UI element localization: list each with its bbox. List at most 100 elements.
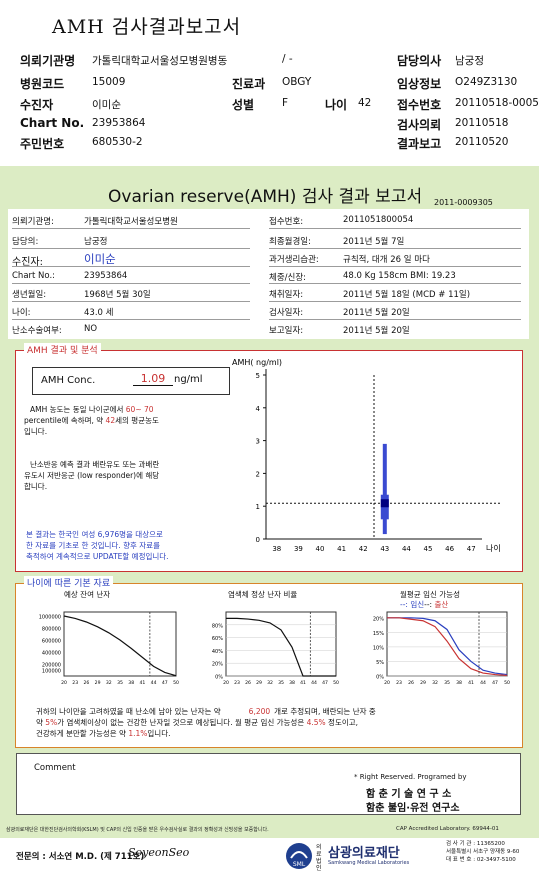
y-tick-label: 0 — [256, 536, 260, 544]
field-label-doctor: 담당의사 — [397, 54, 442, 68]
info-value-ovary-surgery: NO — [84, 324, 98, 334]
pregnancy-percent: 4.5% — [306, 718, 326, 727]
remaining-eggs-value: 6,200 — [248, 707, 271, 716]
normal-chromosome-chart: 0% 20% 40% 60% 80% 20 23 26 29 32 35 38 41 44 47 50 — [212, 611, 339, 686]
mini-y-tick-label: 0% — [215, 675, 223, 681]
mini-x-tick-label: 23 — [234, 680, 240, 686]
info-value-test-date: 2011년 5월 20일 — [343, 308, 410, 318]
info-value-receipt: 20110518​00054 — [343, 215, 414, 225]
lab-contact: 검 사 기 관 : 11365200 서울특별시 서초구 양재동 9-60 대 … — [446, 840, 519, 864]
summary-line-2: 약 5%가 염색체이상이 없는 건강한 난자일 것으로 예상됩니다. 월 평균 … — [36, 718, 359, 727]
comment-label: Comment — [34, 763, 76, 773]
mini-y-tick-label: 60% — [212, 636, 223, 642]
info-label-birthdate: 생년월일: — [12, 290, 47, 300]
divider — [269, 266, 521, 267]
normal-egg-percent: 5% — [45, 718, 58, 727]
mini-series-line-2 — [387, 617, 508, 677]
mini-y-tick-label: 200000 — [42, 663, 61, 669]
summary-line-3: 건강하게 분만할 가능성은 약 1.1%입니다. — [36, 729, 171, 738]
mini-x-tick-label: 50 — [173, 680, 179, 686]
lab-name-en: Samkwang Medical Laboratories — [328, 860, 410, 866]
percentile-range: 60~ 70 — [125, 405, 154, 414]
footer-band: 전문의 : 서소연 M.D. (제 711호) SoyeonSeo SML 의료… — [0, 838, 539, 872]
mini-x-tick-label: 47 — [162, 680, 168, 686]
mini-x-tick-label: 32 — [432, 680, 438, 686]
field-value-request-date: 20110518 — [455, 117, 509, 129]
mini-y-tick-label: 20% — [212, 662, 223, 668]
amh-conc-box: AMH Conc. 1.09 ng/ml — [32, 367, 230, 395]
y-tick-label: 2 — [256, 470, 260, 478]
mini-x-tick-label: 26 — [408, 680, 414, 686]
field-label-hospital-code: 병원코드 — [20, 77, 65, 91]
mini-x-tick-label: 35 — [444, 680, 450, 686]
birth-percent: 1.1% — [128, 729, 148, 738]
specialist-name: 전문의 : 서소연 M.D. (제 711호) — [16, 852, 145, 862]
mini-chart-legend: --: 임신--: 출산 — [400, 600, 449, 609]
mini-x-tick-label: 47 — [322, 680, 328, 686]
x-tick-label: 42 — [359, 545, 368, 553]
lab-address: 서울특별시 서초구 양재동 9-60 — [446, 849, 520, 855]
amh-conc-unit: ng/ml — [174, 374, 203, 385]
y-tick-label: 4 — [256, 405, 261, 413]
info-value-cycle: 규칙적, 대개 26 일 마다 — [343, 255, 430, 265]
mini-y-tick-label: 20% — [373, 616, 384, 622]
field-value-resident-no: 680530-2 — [92, 136, 143, 148]
equivalent-age: 42 — [105, 416, 116, 425]
lab-name: 삼광의료재단 — [328, 846, 400, 861]
analysis-line-2: percentile에 속하며, 약 42세의 평균농도 — [24, 416, 159, 425]
x-tick-label: 41 — [337, 545, 346, 553]
mini-y-tick-label: 15% — [373, 631, 384, 637]
response-line-1: 난소반응 예측 결과 배란유도 또는 과배란 — [30, 460, 160, 469]
field-value-receipt-no: 20110518-00054 — [455, 97, 539, 109]
field-value-report-date: 20110520 — [455, 136, 509, 148]
info-label-test-date: 검사일자: — [269, 308, 304, 318]
mini-y-tick-label: 0% — [376, 675, 384, 681]
info-label-patient: 수진자: — [12, 257, 43, 268]
lab-entity-type: 의료법인 — [316, 844, 322, 872]
divider — [12, 319, 250, 320]
field-value-chart-no: 23953864 — [92, 117, 146, 129]
info-value-weight-height: 48.0 Kg 158cm BMI: 19.23 — [343, 271, 456, 281]
mini-y-tick-label: 40% — [212, 649, 223, 655]
info-value-doctor: 남궁정 — [84, 237, 108, 247]
divider — [269, 301, 521, 302]
info-value-institution: 가톨릭대학교서울성모병원 — [84, 217, 178, 227]
mini-x-tick-label: 50 — [504, 680, 510, 686]
lab-reg-no: 검 사 기 관 : 11365200 — [446, 841, 505, 847]
field-label-request-date: 검사의뢰 — [397, 118, 442, 132]
programmer-org-1: 함 춘 기 술 연 구 소 — [366, 789, 452, 800]
mini-plot-frame — [386, 611, 508, 677]
field-label-receipt-no: 접수번호 — [397, 98, 442, 112]
divider — [12, 248, 250, 249]
mini-x-tick-label: 29 — [256, 680, 262, 686]
field-label-patient: 수진자 — [20, 98, 54, 112]
report-sheet: Ovarian reserve(AMH) 검사 결과 보고서 2011-0009… — [0, 166, 539, 872]
divider — [269, 319, 521, 320]
mini-chart-title-2: 염색체 정상 난자 비율 — [228, 590, 298, 599]
info-label-weight-height: 체중/신장: — [269, 273, 307, 283]
mini-x-tick-label: 26 — [245, 680, 251, 686]
response-line-3: 합니다. — [24, 482, 48, 491]
amh-conc-value: 1.09 — [133, 372, 173, 386]
notice-line-1: 본 결과는 한국인 여성 6,976명을 대상으로 — [26, 530, 163, 539]
age-data-panel: 나이에 따른 기본 자료 예상 잔여 난자 염색체 정상 난자 비율 월평균 임… — [15, 576, 523, 748]
range-bar — [382, 443, 387, 535]
info-value-collection-date: 2011년 5월 18일 (MCD # 11일) — [343, 290, 471, 300]
rights-reserved: * Right Reserved. Programed by — [354, 773, 467, 781]
y-tick-label: 5 — [256, 372, 260, 380]
info-label-age: 나이: — [12, 308, 31, 318]
mini-chart-title-3: 월평균 임신 가능성 — [400, 590, 460, 599]
report-number: 2011-0009305 — [434, 198, 493, 207]
mini-x-tick-label: 38 — [456, 680, 462, 686]
field-label-chart-no: Chart No. — [20, 116, 85, 130]
field-value-institution: 가톨릭대학교서울성모병원병동 — [92, 55, 228, 67]
mini-x-tick-label: 47 — [492, 680, 498, 686]
mini-x-tick-label: 44 — [151, 680, 157, 686]
info-value-birthdate: 1968년 5월 30일 — [84, 290, 151, 300]
info-label-last-period: 최종월경일: — [269, 237, 311, 247]
info-label-ovary-surgery: 난소수술여부: — [12, 326, 62, 336]
mini-x-tick-label: 23 — [396, 680, 402, 686]
mini-y-tick-label: 10% — [373, 645, 384, 651]
